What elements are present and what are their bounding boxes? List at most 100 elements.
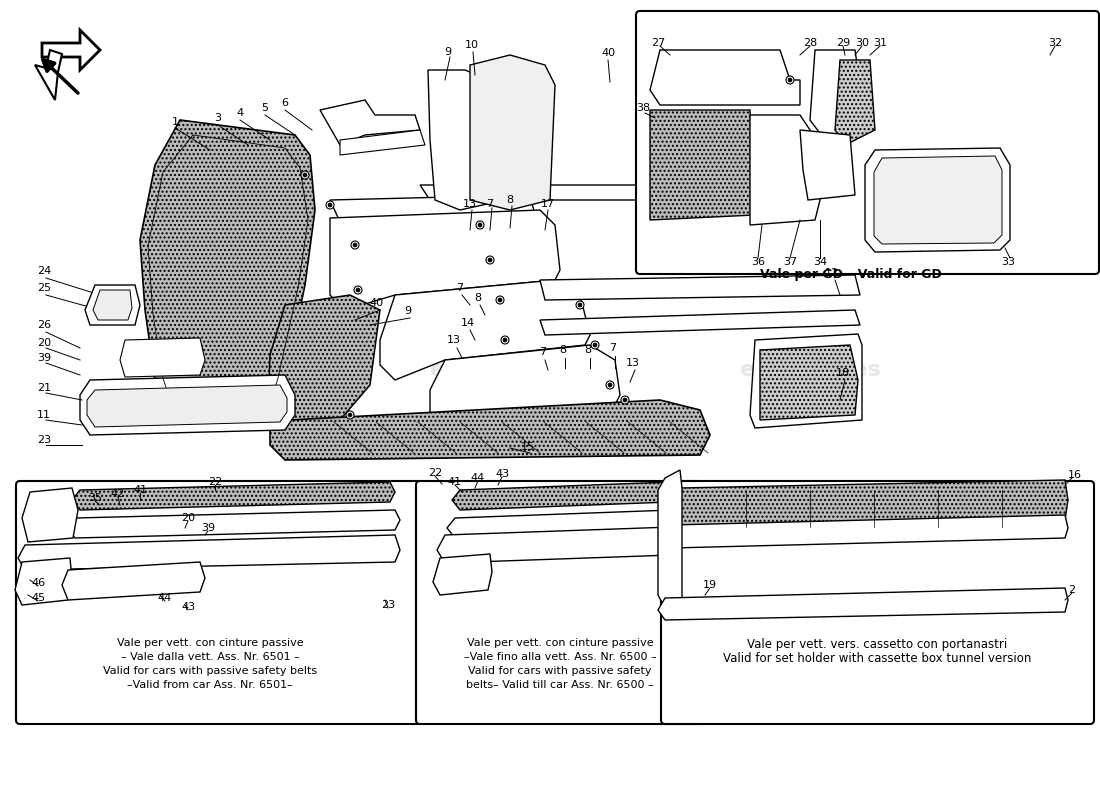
Polygon shape [379, 280, 590, 380]
Polygon shape [650, 110, 755, 220]
Text: –Valid from car Ass. Nr. 6501–: –Valid from car Ass. Nr. 6501– [128, 680, 293, 690]
Text: 11: 11 [37, 410, 51, 420]
Text: 4: 4 [236, 108, 243, 118]
Text: 40: 40 [601, 48, 615, 58]
Text: 8: 8 [474, 293, 482, 303]
Text: Vale per vett. con cinture passive: Vale per vett. con cinture passive [466, 638, 653, 648]
Circle shape [356, 288, 360, 292]
Polygon shape [430, 345, 620, 430]
Text: 5: 5 [262, 103, 268, 113]
Circle shape [503, 338, 507, 342]
Text: 1: 1 [172, 117, 178, 127]
Text: 24: 24 [37, 266, 51, 276]
Text: 6: 6 [282, 98, 288, 108]
Polygon shape [470, 55, 556, 210]
Polygon shape [437, 527, 676, 563]
Circle shape [608, 383, 612, 387]
Circle shape [348, 413, 352, 417]
Text: 17: 17 [541, 199, 556, 209]
Text: 8: 8 [584, 345, 592, 355]
FancyBboxPatch shape [16, 481, 424, 724]
Polygon shape [452, 482, 675, 510]
Text: 37: 37 [783, 257, 798, 267]
Circle shape [498, 298, 502, 302]
Circle shape [354, 286, 362, 294]
Circle shape [326, 201, 334, 209]
Polygon shape [120, 338, 205, 377]
Text: 14: 14 [461, 318, 475, 328]
Polygon shape [140, 120, 315, 430]
Polygon shape [540, 275, 860, 300]
Text: 45: 45 [31, 593, 45, 603]
Text: 7: 7 [456, 283, 463, 293]
Polygon shape [87, 385, 287, 427]
Polygon shape [85, 285, 140, 325]
Text: 39: 39 [37, 353, 51, 363]
Text: 23: 23 [381, 600, 395, 610]
Circle shape [478, 223, 482, 227]
Polygon shape [35, 50, 62, 100]
Text: 34: 34 [813, 257, 827, 267]
Polygon shape [340, 130, 425, 155]
Text: eurospares: eurospares [430, 360, 571, 380]
Text: 18: 18 [836, 368, 850, 378]
Polygon shape [650, 50, 800, 105]
Polygon shape [330, 210, 560, 310]
Polygon shape [22, 488, 78, 542]
Polygon shape [750, 334, 862, 428]
FancyBboxPatch shape [636, 11, 1099, 274]
Text: 10: 10 [465, 40, 478, 50]
Circle shape [488, 258, 492, 262]
Text: 33: 33 [1001, 257, 1015, 267]
Circle shape [346, 411, 354, 419]
Circle shape [591, 341, 600, 349]
Text: 40: 40 [368, 298, 383, 308]
Text: Vale per GD – Valid for GD: Vale per GD – Valid for GD [760, 268, 942, 281]
Text: 2: 2 [1068, 585, 1076, 595]
Text: 7: 7 [609, 343, 617, 353]
Text: eurospares: eurospares [739, 360, 880, 380]
Polygon shape [433, 554, 492, 595]
FancyBboxPatch shape [416, 481, 704, 724]
Text: 25: 25 [37, 283, 51, 293]
Circle shape [786, 76, 794, 84]
Text: 30: 30 [855, 38, 869, 48]
Text: 42: 42 [111, 489, 125, 499]
Circle shape [328, 203, 332, 207]
Text: 43: 43 [495, 469, 509, 479]
Text: 7: 7 [486, 199, 494, 209]
Circle shape [578, 303, 582, 307]
Circle shape [621, 396, 629, 404]
Text: 20: 20 [37, 338, 51, 348]
Text: belts– Valid till car Ass. Nr. 6500 –: belts– Valid till car Ass. Nr. 6500 – [466, 680, 653, 690]
Polygon shape [320, 100, 420, 145]
Text: 12: 12 [825, 268, 839, 278]
Circle shape [623, 398, 627, 402]
Circle shape [788, 78, 792, 82]
Text: Valid for set holder with cassette box tunnel version: Valid for set holder with cassette box t… [723, 652, 1031, 665]
Polygon shape [447, 510, 676, 538]
Polygon shape [67, 510, 400, 538]
Text: 27: 27 [651, 38, 666, 48]
Polygon shape [80, 375, 295, 435]
Polygon shape [666, 515, 1068, 548]
Text: 22: 22 [428, 468, 442, 478]
Text: 9: 9 [444, 47, 452, 57]
Polygon shape [15, 558, 72, 605]
Text: 9: 9 [405, 306, 411, 316]
Polygon shape [94, 290, 132, 320]
Circle shape [576, 301, 584, 309]
Polygon shape [18, 535, 400, 570]
Text: 31: 31 [873, 38, 887, 48]
Polygon shape [658, 588, 1068, 620]
Polygon shape [540, 310, 860, 335]
Text: Valid for cars with passive safety: Valid for cars with passive safety [469, 666, 651, 676]
Text: 8: 8 [560, 345, 566, 355]
Circle shape [302, 173, 307, 177]
Polygon shape [72, 482, 395, 510]
Text: 16: 16 [1068, 470, 1082, 480]
Text: 19: 19 [703, 580, 717, 590]
Text: eurospares: eurospares [130, 360, 271, 380]
Text: Vale per vett. vers. cassetto con portanastri: Vale per vett. vers. cassetto con portan… [747, 638, 1008, 651]
Text: 3: 3 [214, 113, 221, 123]
